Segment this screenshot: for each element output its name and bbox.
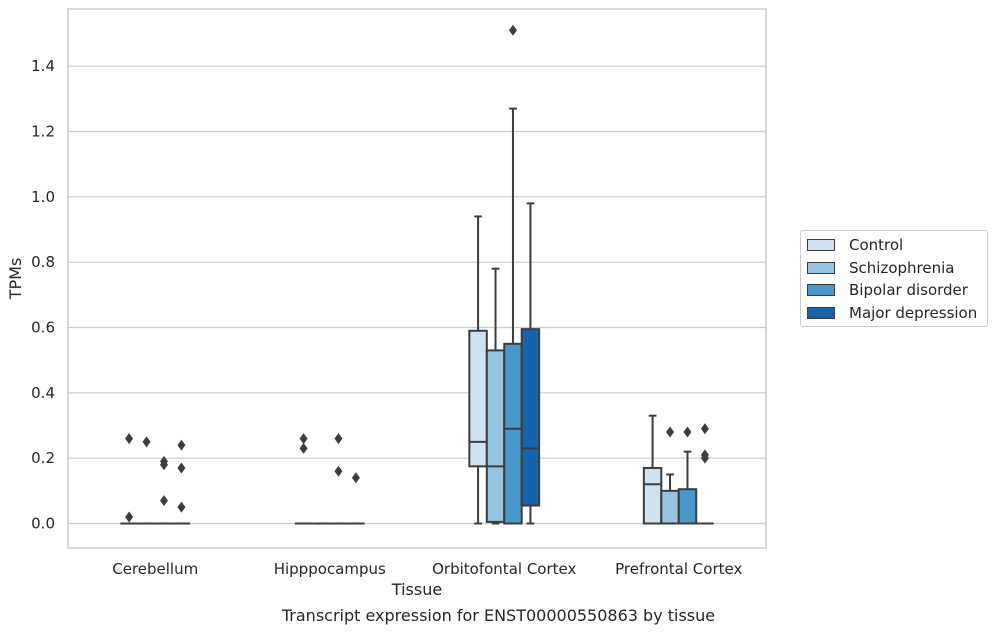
outlier-point xyxy=(700,423,709,435)
box-schizophrenia-orbitofontal-cortex xyxy=(485,267,506,525)
box-control-cerebellum xyxy=(120,433,138,525)
x-tick-label-hipppocampus: Hipppocampus xyxy=(274,560,386,578)
outlier-point xyxy=(334,433,343,445)
figure-caption: Transcript expression for ENST0000055086… xyxy=(281,606,716,625)
box-body xyxy=(642,466,663,525)
y-axis-label: TPMs xyxy=(6,258,25,301)
outlier-point xyxy=(351,472,360,484)
outlier-point xyxy=(177,462,186,474)
y-tick-label: 0.2 xyxy=(31,449,55,467)
legend-item-schizophrenia: Schizophrenia xyxy=(807,259,954,277)
box-body xyxy=(503,342,523,525)
y-tick-label: 0.6 xyxy=(31,319,55,337)
legend-label-schizophrenia: Schizophrenia xyxy=(849,259,955,277)
box-body xyxy=(468,329,488,468)
box-control-hipppocampus xyxy=(294,433,313,525)
y-tick-label: 0.0 xyxy=(31,515,55,533)
x-tick-label-prefrontal-cortex: Prefrontal Cortex xyxy=(615,560,742,578)
legend-item-control: Control xyxy=(807,236,903,254)
box-body xyxy=(660,489,680,525)
outlier-point xyxy=(125,511,134,523)
legend-swatch-bipolar-disorder xyxy=(807,284,835,296)
box-bipolar-disorder-hipppocampus xyxy=(329,433,348,525)
box-major-depression-prefrontal-cortex xyxy=(696,423,714,525)
legend-item-major-depression: Major depression xyxy=(807,304,977,322)
legend-item-bipolar-disorder: Bipolar disorder xyxy=(807,281,968,299)
box-bipolar-disorder-prefrontal-cortex xyxy=(677,426,698,525)
x-axis-label: Tissue xyxy=(391,580,442,599)
legend-swatch-major-depression xyxy=(807,307,835,319)
outlier-point xyxy=(177,439,186,451)
legend-swatch-schizophrenia xyxy=(807,262,835,274)
y-tick-label: 1.0 xyxy=(31,188,55,206)
y-tick-label: 1.4 xyxy=(31,57,55,75)
box-bipolar-disorder-cerebellum xyxy=(155,455,173,525)
x-tick-label-orbitofontal-cortex: Orbitofontal Cortex xyxy=(432,560,576,578)
box-body xyxy=(520,328,541,507)
outlier-point xyxy=(159,495,168,507)
y-tick-label: 0.8 xyxy=(31,253,55,271)
plot-frame xyxy=(67,8,767,549)
legend-label-bipolar-disorder: Bipolar disorder xyxy=(849,281,968,299)
y-tick-label: 1.2 xyxy=(31,123,55,141)
legend-label-control: Control xyxy=(849,236,904,254)
outlier-point xyxy=(683,426,692,438)
outlier-point xyxy=(299,442,308,454)
box-major-depression-orbitofontal-cortex xyxy=(520,202,541,525)
box-body xyxy=(485,349,506,523)
box-major-depression-cerebellum xyxy=(172,439,191,525)
box-major-depression-hipppocampus xyxy=(347,472,365,525)
outlier-point xyxy=(142,436,151,448)
legend-label-major-depression: Major depression xyxy=(849,304,978,322)
outlier-point xyxy=(159,459,168,471)
outlier-point xyxy=(299,433,308,445)
legend-swatch-control xyxy=(807,239,835,251)
outlier-point xyxy=(666,426,675,438)
box-schizophrenia-cerebellum xyxy=(137,436,156,525)
outlier-point xyxy=(508,24,517,36)
box-body xyxy=(677,488,698,525)
x-tick-label-cerebellum: Cerebellum xyxy=(112,560,198,578)
outlier-point xyxy=(177,501,186,513)
y-tick-label: 0.4 xyxy=(31,384,55,402)
outlier-point xyxy=(700,452,709,464)
legend: Control Schizophrenia Bipolar disorder M… xyxy=(800,230,988,327)
box-control-orbitofontal-cortex xyxy=(468,215,488,525)
outlier-point xyxy=(334,465,343,477)
outlier-point xyxy=(125,433,134,445)
